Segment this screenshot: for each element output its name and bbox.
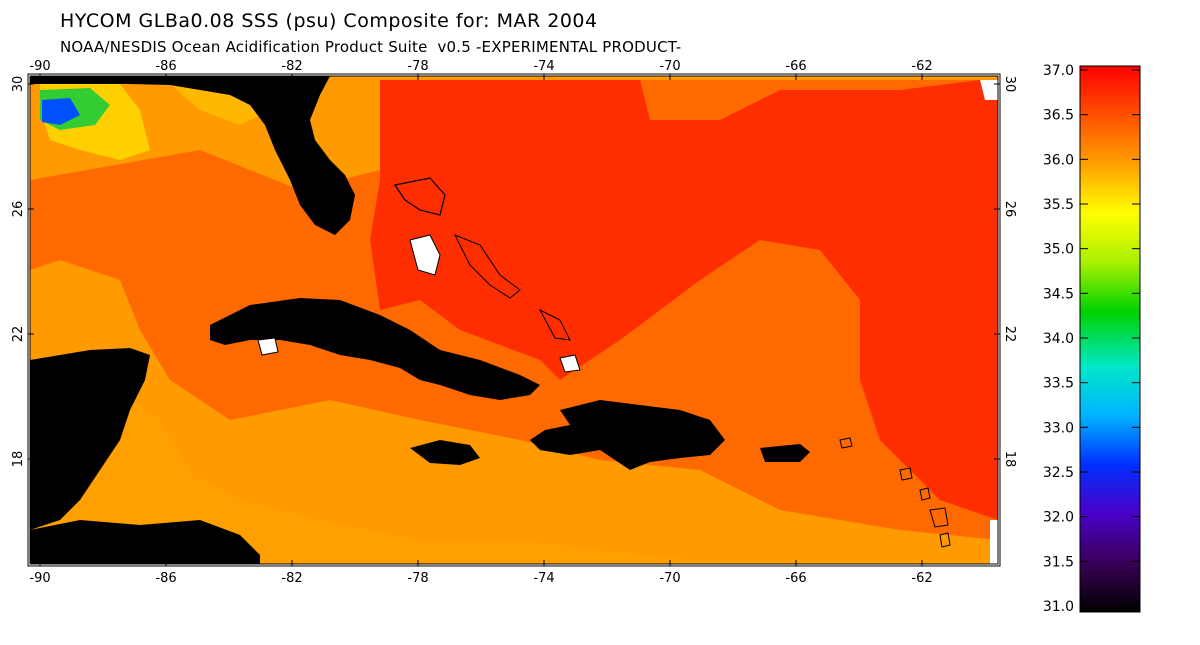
lat-label-left: 22 bbox=[11, 326, 26, 343]
lon-label-top: -66 bbox=[785, 59, 806, 74]
lon-label-top: -62 bbox=[911, 59, 932, 74]
land-bahamas-north bbox=[394, 177, 446, 216]
lat-axis-left: 30 26 22 18 bbox=[11, 76, 34, 468]
lon-label-top: -90 bbox=[29, 59, 50, 74]
map-subtitle: NOAA/NESDIS Ocean Acidification Product … bbox=[60, 38, 682, 56]
map-inner-border bbox=[29, 75, 999, 565]
land-us-florida bbox=[30, 76, 355, 235]
map-area bbox=[30, 76, 998, 564]
data-gap-se bbox=[990, 520, 998, 564]
lat-label-right: 30 bbox=[1002, 76, 1017, 93]
colorbar-label: 37.0 bbox=[1043, 63, 1074, 79]
colorbar-label: 36.5 bbox=[1043, 108, 1074, 124]
lon-label-bottom: -90 bbox=[29, 571, 50, 586]
land-lesser-antilles bbox=[839, 437, 951, 548]
colorbar-label: 31.5 bbox=[1043, 554, 1074, 570]
land-yucatan bbox=[30, 348, 150, 530]
lon-label-top: -70 bbox=[659, 59, 680, 74]
land-cuba bbox=[210, 298, 540, 400]
land-bahamas-south bbox=[538, 308, 571, 341]
lat-label-right: 26 bbox=[1002, 201, 1017, 218]
lat-label-left: 30 bbox=[11, 76, 26, 93]
lon-axis-top: -90 -86 -82 -78 -74 -70 -66 -62 bbox=[29, 59, 933, 80]
lon-label-top: -78 bbox=[407, 59, 428, 74]
land-bahamas-andros bbox=[409, 234, 441, 276]
colorbar bbox=[1079, 65, 1141, 613]
colorbar-label: 31.0 bbox=[1043, 599, 1074, 615]
lon-label-bottom: -74 bbox=[533, 571, 554, 586]
colorbar-label: 34.5 bbox=[1043, 286, 1074, 302]
lon-label-bottom: -66 bbox=[785, 571, 806, 586]
colorbar-label: 32.5 bbox=[1043, 465, 1074, 481]
colorbar-ticks: 37.0 36.5 36.0 35.5 35.0 34.5 34.0 33.5 33.0 32.5… bbox=[1043, 63, 1140, 615]
lat-label-right: 22 bbox=[1002, 326, 1017, 343]
lon-label-top: -82 bbox=[281, 59, 302, 74]
land-turks-caicos bbox=[559, 354, 581, 373]
river-plume-blue bbox=[42, 98, 80, 125]
lon-label-top: -86 bbox=[155, 59, 176, 74]
colorbar-label: 35.5 bbox=[1043, 197, 1074, 213]
ocean-high-salinity bbox=[370, 80, 998, 520]
map-title: HYCOM GLBa0.08 SSS (psu) Composite for: … bbox=[60, 10, 598, 32]
land-bahamas-central bbox=[453, 234, 521, 299]
land-hispaniola bbox=[530, 400, 725, 470]
colorbar-label: 36.0 bbox=[1043, 152, 1074, 168]
lon-label-bottom: -78 bbox=[407, 571, 428, 586]
lon-axis-bottom: -90 -86 -82 -78 -74 -70 -66 -62 bbox=[29, 560, 933, 586]
colorbar-label: 34.0 bbox=[1043, 331, 1074, 347]
land-central-america bbox=[30, 520, 260, 564]
lon-label-bottom: -86 bbox=[155, 571, 176, 586]
colorbar-label: 35.0 bbox=[1043, 242, 1074, 258]
land-isle-of-youth bbox=[257, 337, 279, 356]
lon-label-bottom: -70 bbox=[659, 571, 680, 586]
lon-label-bottom: -62 bbox=[911, 571, 932, 586]
ocean-low-salinity bbox=[30, 390, 998, 564]
lat-label-right: 18 bbox=[1002, 451, 1017, 468]
colorbar-label: 32.0 bbox=[1043, 510, 1074, 526]
land-jamaica bbox=[410, 440, 480, 465]
lat-axis-right: 30 26 22 18 bbox=[994, 76, 1017, 468]
data-gap-ne bbox=[980, 80, 998, 100]
lat-label-left: 26 bbox=[11, 201, 26, 218]
lon-label-top: -74 bbox=[533, 59, 554, 74]
lon-label-bottom: -82 bbox=[281, 571, 302, 586]
land-puerto-rico bbox=[760, 444, 810, 462]
lat-label-left: 18 bbox=[11, 451, 26, 468]
colorbar-label: 33.0 bbox=[1043, 420, 1074, 436]
colorbar-label: 33.5 bbox=[1043, 376, 1074, 392]
